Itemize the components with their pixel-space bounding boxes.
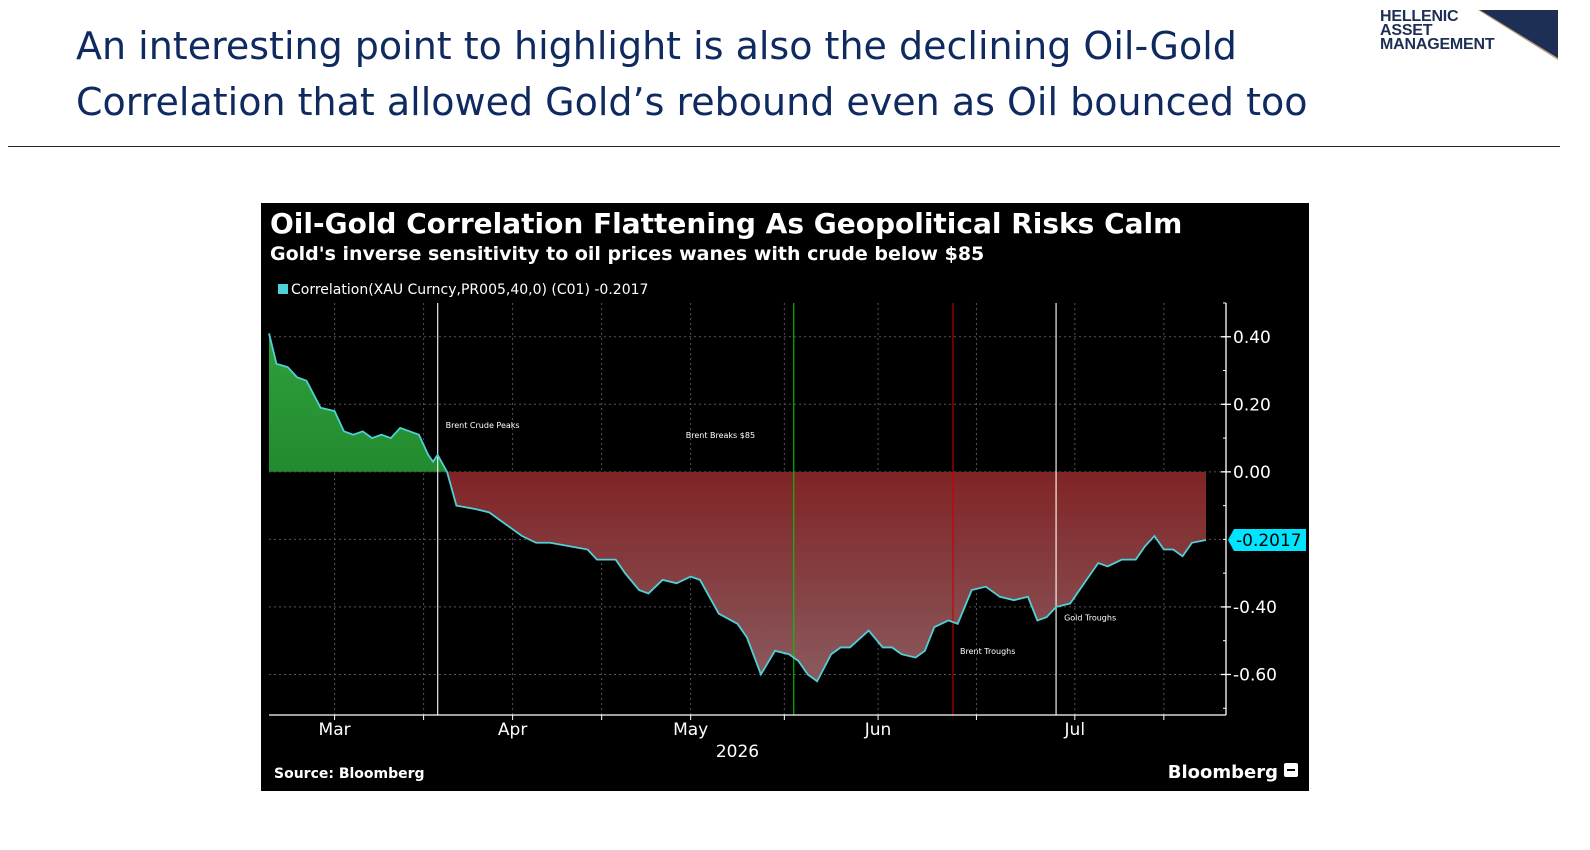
x-tick-label: May xyxy=(673,720,708,740)
series-line xyxy=(268,333,1207,683)
x-tick-label: Mar xyxy=(319,720,351,740)
last-value-label: -0.2017 xyxy=(1236,531,1302,551)
legend-label: Correlation(XAU Curncy,PR005,40,0) (C01)… xyxy=(291,282,648,298)
logo-line-2: ASSET xyxy=(1380,22,1433,39)
x-tick-label: Apr xyxy=(498,720,527,740)
negative-area xyxy=(447,471,1206,682)
headline-line-1: An interesting point to highlight is als… xyxy=(76,24,1237,68)
header-divider xyxy=(8,146,1560,147)
event-label: Gold Troughs xyxy=(1064,613,1116,622)
event-lines: Brent Crude Peaks Brent Breaks $85 Brent T… xyxy=(437,303,1116,715)
logo-line-1: HELLENIC xyxy=(1380,8,1459,25)
slide-headline: An interesting point to highlight is als… xyxy=(76,18,1376,130)
event-label: Brent Troughs xyxy=(960,647,1015,656)
logo-wordmark: HELLENIC ASSET MANAGEMENT xyxy=(1380,8,1495,53)
chart-subtitle: Gold's inverse sensitivity to oil prices… xyxy=(270,243,984,265)
company-logo: HELLENIC ASSET MANAGEMENT xyxy=(1380,8,1570,66)
bloomberg-icon-bar xyxy=(1287,769,1295,771)
logo-triangle-icon xyxy=(1478,10,1558,60)
event-label: Brent Breaks $85 xyxy=(686,431,755,440)
chart-canvas: Oil-Gold Correlation Flattening As Geopo… xyxy=(268,207,1306,783)
bloomberg-brand: Bloomberg xyxy=(1168,762,1278,783)
y-tick-label: 0.40 xyxy=(1233,328,1271,348)
x-tick-label: Jun xyxy=(864,720,892,740)
correlation-line xyxy=(268,333,1207,683)
last-value-badge xyxy=(1228,528,1306,551)
legend-swatch xyxy=(278,284,288,294)
area-fill xyxy=(269,333,1206,682)
logo-line-3: MANAGEMENT xyxy=(1380,36,1495,53)
chart-source: Source: Bloomberg xyxy=(274,766,425,782)
event-label: Brent Crude Peaks xyxy=(446,421,520,430)
x-year-label: 2026 xyxy=(716,742,759,762)
y-tick-label: -0.40 xyxy=(1233,598,1277,618)
correlation-chart: Oil-Gold Correlation Flattening As Geopo… xyxy=(261,203,1309,791)
positive-area xyxy=(269,333,1206,472)
headline-line-2: Correlation that allowed Gold’s rebound … xyxy=(76,80,1308,124)
chart-title: Oil-Gold Correlation Flattening As Geopo… xyxy=(270,207,1182,240)
y-tick-label: -0.60 xyxy=(1233,665,1277,685)
x-tick-label: Jul xyxy=(1064,720,1086,740)
y-tick-label: 0.20 xyxy=(1233,395,1271,415)
y-tick-label: 0.00 xyxy=(1233,463,1271,483)
axes: 0.40 0.20 0.00 -0.40 -0.60 -0.2017 Mar Apr May Ju… xyxy=(269,302,1306,762)
